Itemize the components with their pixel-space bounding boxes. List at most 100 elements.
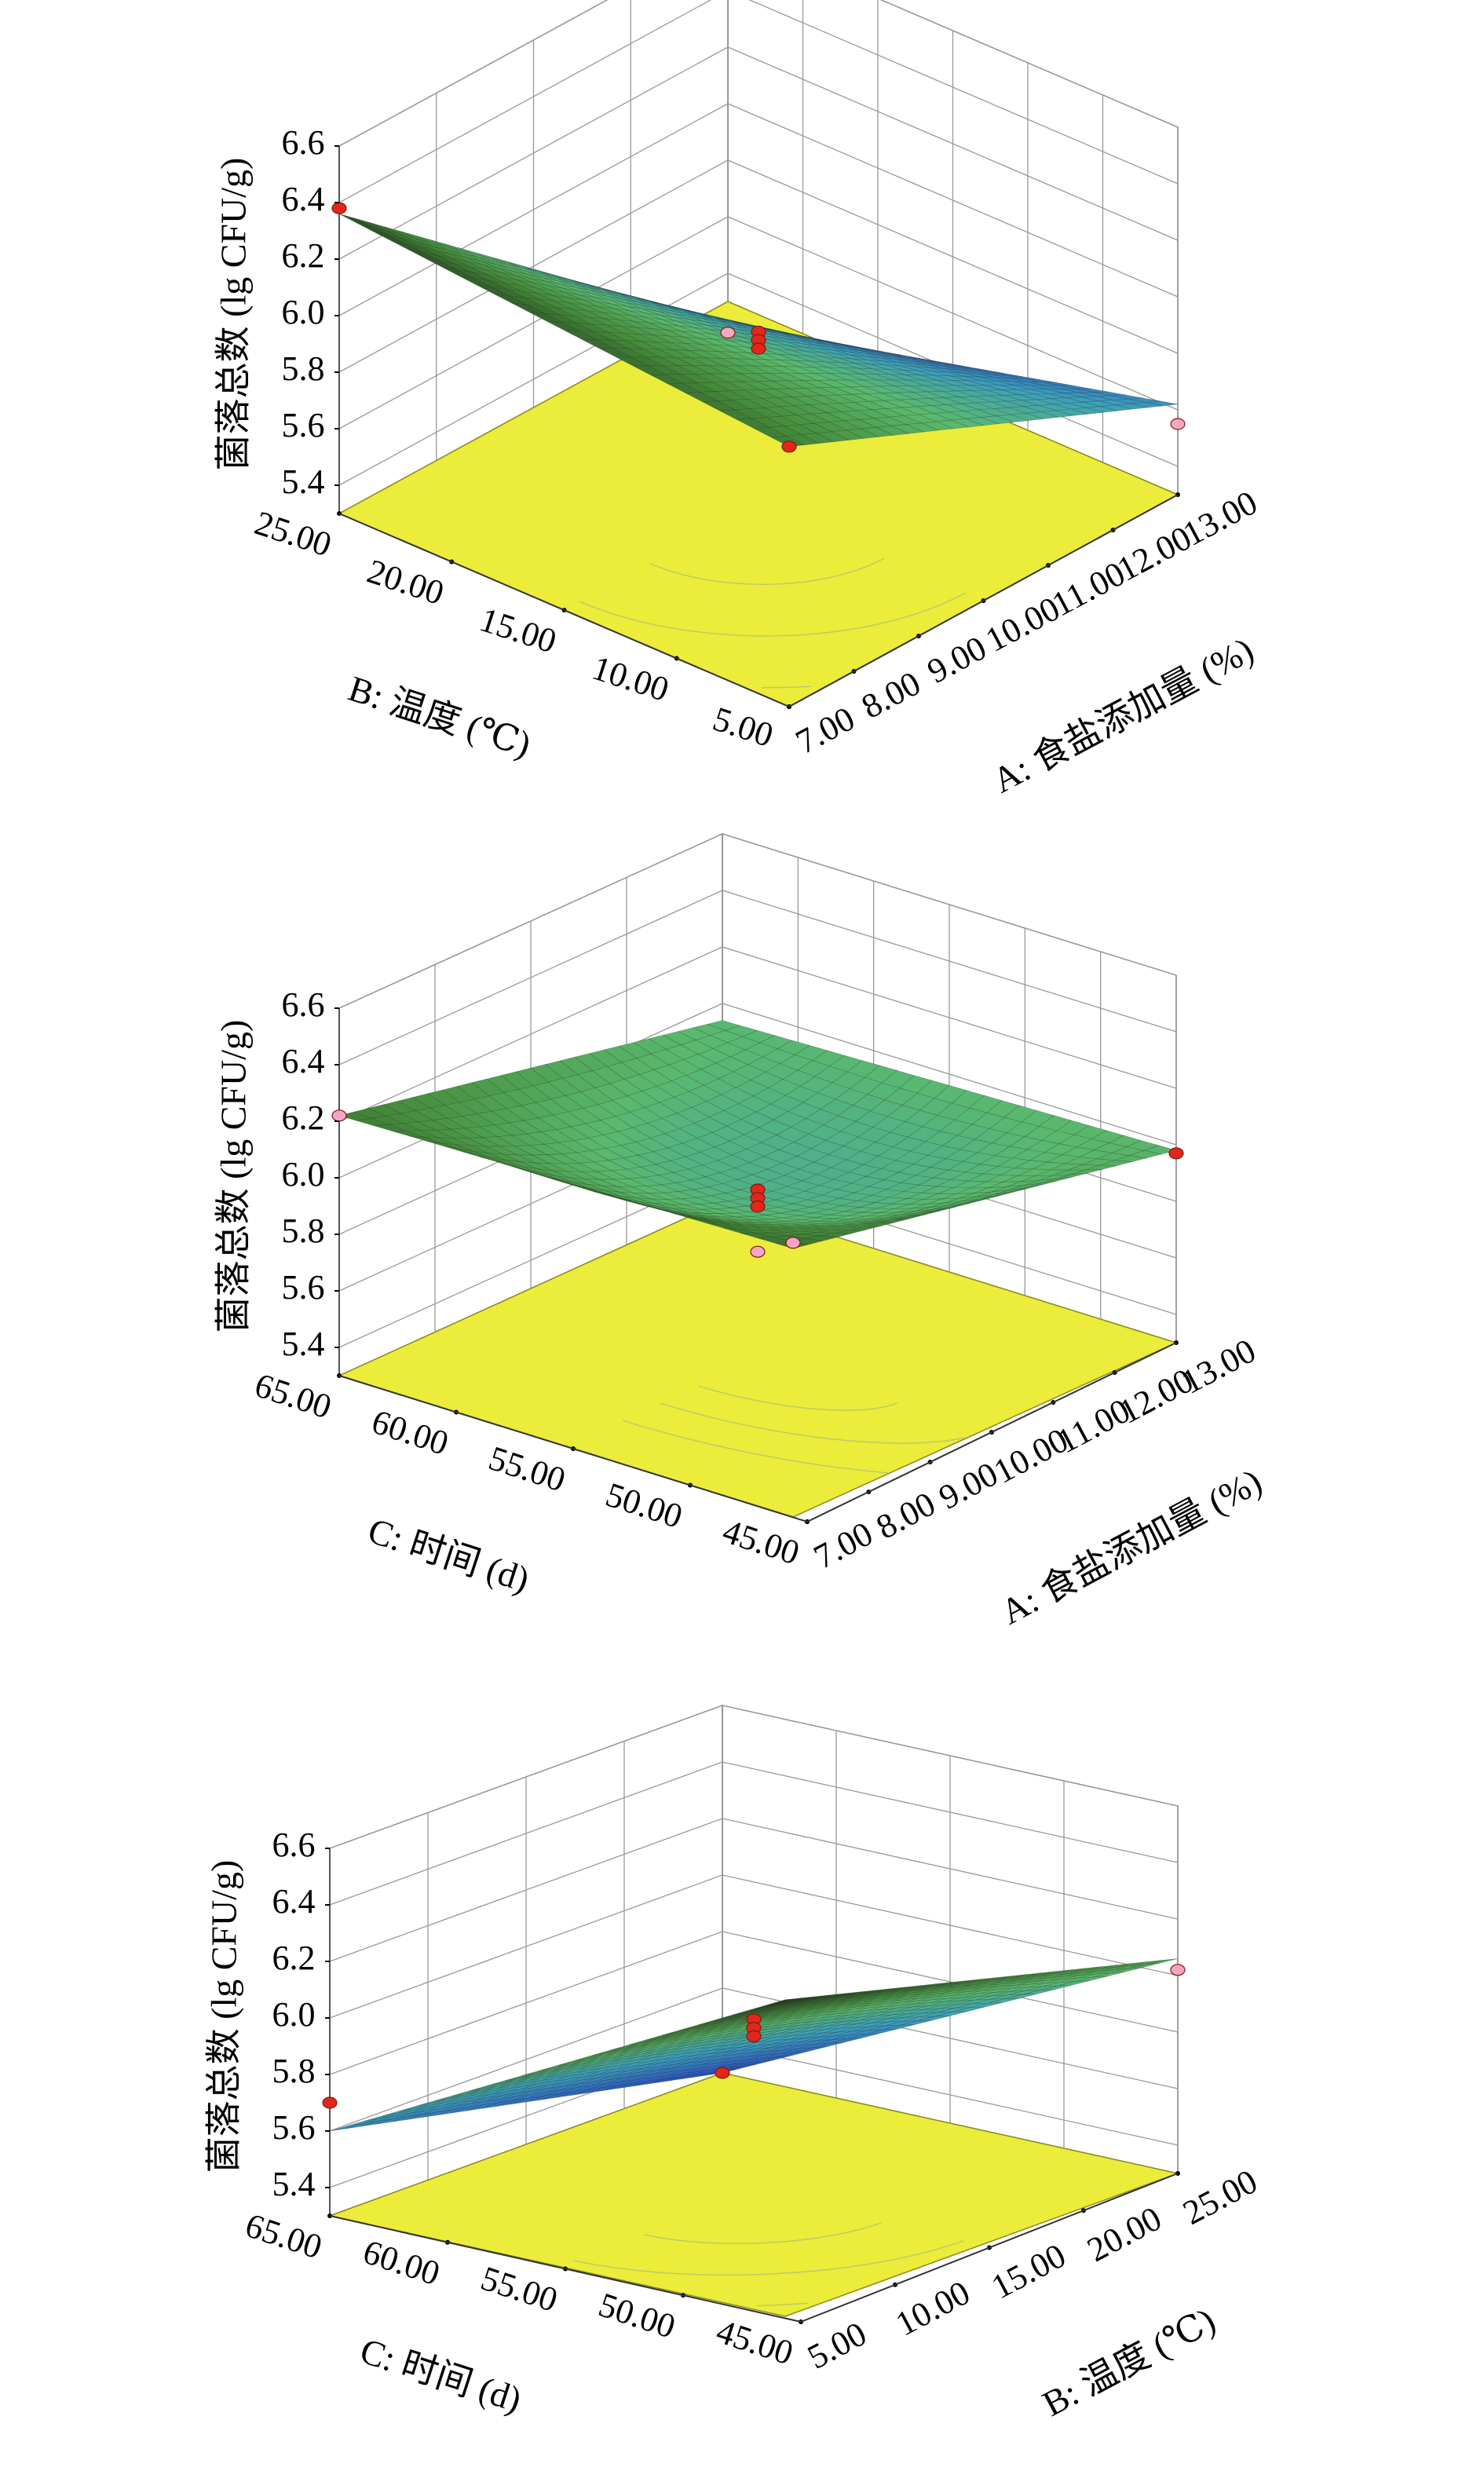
design-point (715, 2067, 730, 2079)
design-points (331, 1109, 1184, 1258)
x-tick-label: 13.00 (1177, 483, 1263, 554)
grid-line (338, 0, 1179, 203)
response-surface (338, 214, 1179, 448)
grid-line (329, 1761, 1179, 1906)
z-axis-title: 菌落总数 (lg CFU/g) (214, 1020, 254, 1333)
design-point (1170, 418, 1186, 430)
contour-line (643, 2222, 882, 2245)
z-tick-label: 6.4 (282, 1042, 325, 1080)
contour-line (622, 1420, 889, 1474)
x-tick-label: 9.00 (921, 628, 992, 690)
floor (327, 2072, 1180, 2317)
grid-line (338, 0, 1179, 147)
z-tick-label: 6.6 (272, 1826, 316, 1864)
grid-line (329, 1931, 1179, 2075)
z-tick-label: 6.0 (272, 1995, 316, 2034)
z-tick-label: 6.4 (272, 1882, 316, 1921)
y-tick-label: 20.00 (363, 552, 448, 612)
z-tick-label: 6.0 (282, 1155, 325, 1193)
z-tick-label: 5.6 (272, 2108, 316, 2147)
z-tick-label: 5.8 (282, 349, 325, 388)
back-walls (329, 1705, 1179, 2217)
x-tick-label: 13.00 (1175, 1331, 1262, 1402)
x-axis-title: A: 食盐添加量 (%) (986, 630, 1260, 801)
floor-front-edge (329, 2173, 1179, 2323)
x-tick-label: 8.00 (870, 1484, 941, 1546)
contour-line (757, 2302, 808, 2307)
contour-line (572, 2240, 964, 2276)
x-tick-label: 7.00 (789, 699, 861, 761)
floor-front-edge (338, 494, 1179, 708)
design-point (750, 1200, 766, 1213)
y-axis-title: B: 温度 (℃) (344, 668, 536, 765)
z-tick-label: 6.2 (282, 1098, 325, 1137)
design-point (1168, 1147, 1184, 1160)
back-walls (338, 0, 1179, 515)
y-tick-label: 60.00 (359, 2232, 444, 2293)
y-tick-label: 10.00 (587, 649, 673, 709)
z-tick-label: 6.6 (282, 123, 325, 162)
y-tick-label: 50.00 (594, 2285, 680, 2345)
design-point (322, 2096, 338, 2109)
floor-plane (327, 2072, 1180, 2317)
grid-line (329, 1874, 1179, 2019)
design-point (331, 202, 347, 214)
floor-plane (337, 1201, 1179, 1518)
contour-line (698, 1385, 898, 1411)
y-tick-label: 15.00 (475, 600, 561, 660)
z-tick-label: 6.2 (272, 1939, 316, 1977)
design-point (1170, 1964, 1186, 1976)
floor-front-edge (338, 1342, 1177, 1523)
design-point (750, 1245, 766, 1258)
x-tick-label: 8.00 (855, 663, 927, 726)
y-tick-label: 25.00 (250, 503, 336, 564)
response-surface (338, 1020, 1178, 1249)
z-tick-label: 6.2 (282, 236, 325, 275)
design-point (746, 2030, 762, 2042)
contour-line (660, 1402, 964, 1444)
y-tick-label: 45.00 (712, 2312, 798, 2372)
grid-line (329, 1818, 1179, 1962)
z-tick-label: 5.6 (282, 406, 325, 444)
grid-line (329, 1705, 1179, 1849)
x-axis-title: B: 温度 (℃) (1036, 2300, 1222, 2424)
y-tick-label: 55.00 (477, 2259, 562, 2319)
chart-panel-1: 5.4 5.6 5.8 6.0 6.2 6.4 6.6 菌落总数 (lg CFU/g) 7.00… (214, 0, 1263, 801)
x-tick-label: 15.00 (985, 2236, 1072, 2307)
grid-line (338, 103, 1179, 316)
design-point (785, 1237, 801, 1249)
z-tick-label: 5.4 (282, 1325, 325, 1363)
x-tick-label: 10.00 (890, 2273, 976, 2344)
z-tick-label: 5.4 (282, 462, 325, 501)
z-tick-label: 6.0 (282, 293, 325, 331)
y-axis-title: C: 时间 (d) (356, 2330, 526, 2420)
grid-line (329, 1987, 1179, 2132)
y-tick-label: 45.00 (718, 1511, 804, 1572)
z-axis-title: 菌落总数 (lg CFU/g) (214, 158, 254, 471)
z-tick-label: 6.6 (282, 985, 325, 1024)
z-tick-label: 5.8 (272, 2052, 316, 2090)
y-tick-label: 65.00 (250, 1365, 336, 1426)
y-tick-label: 50.00 (601, 1475, 687, 1536)
grid-line (338, 46, 1179, 260)
z-tick-label: 6.4 (282, 180, 325, 218)
z-axis-title: 菌落总数 (lg CFU/g) (204, 1860, 244, 2173)
grid-line (338, 216, 1179, 430)
chart-panel-2: 5.4 5.6 5.8 6.0 6.2 6.4 6.6 菌落总数 (lg CFU/g) 7.00… (214, 832, 1268, 1632)
design-point (781, 440, 797, 453)
x-axis-title: A: 食盐添加量 (%) (994, 1461, 1268, 1632)
surface-cell (767, 1998, 801, 2005)
grid-line (338, 833, 1177, 1009)
y-tick-label: 60.00 (367, 1402, 453, 1463)
chart-panel-3: 5.4 5.6 5.8 6.0 6.2 6.4 6.6 菌落总数 (lg CFU/g) 5.00… (204, 1705, 1263, 2424)
grid-line (338, 946, 1177, 1122)
z-tick-label: 5.6 (282, 1268, 325, 1307)
design-points (331, 202, 1186, 453)
contour-line (579, 592, 966, 637)
grid-line (338, 890, 1177, 1066)
z-tick-label: 5.4 (272, 2165, 316, 2203)
y-axis-title: C: 时间 (d) (364, 1510, 534, 1599)
contour-line (761, 685, 811, 689)
